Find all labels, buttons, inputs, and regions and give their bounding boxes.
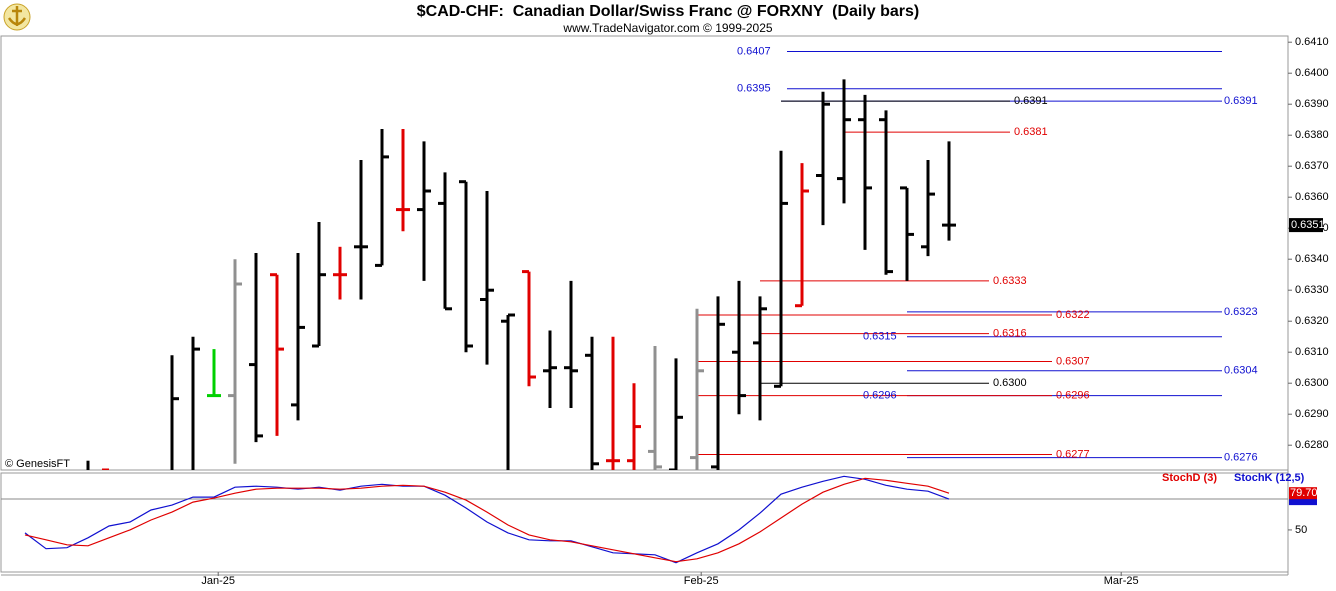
y-tick-label: 50 [1295, 524, 1307, 536]
x-tick-label: Jan-25 [201, 575, 235, 587]
y-tick-label: 0.6330 [1295, 284, 1329, 296]
level-label: 0.6300 [993, 377, 1027, 389]
legend-entry: StochK (12,5) [1234, 472, 1305, 484]
level-label: 0.6381 [1014, 126, 1048, 138]
level-label: 0.6316 [993, 328, 1027, 340]
y-tick-label: 0.6360 [1295, 191, 1329, 203]
y-tick-label: 0.6380 [1295, 129, 1329, 141]
y-tick-label: 0.6320 [1295, 315, 1329, 327]
level-label: 0.6277 [1056, 448, 1090, 460]
last-value-label: 79.70 [1290, 487, 1318, 499]
last-price-box [1289, 218, 1323, 233]
y-tick-label: 0.6370 [1295, 160, 1329, 172]
logo [3, 3, 31, 31]
level-label: 0.6296 [863, 390, 897, 402]
x-tick-label: Mar-25 [1104, 575, 1139, 587]
level-label: 0.6333 [993, 275, 1027, 287]
level-label: 0.6395 [737, 83, 771, 95]
level-label: 0.6407 [737, 45, 771, 57]
y-tick-label: 0.6390 [1295, 98, 1329, 110]
price-plot [86, 51, 1222, 470]
y-tick-label: 0.6410 [1295, 36, 1329, 48]
level-label: 0.6315 [863, 331, 897, 343]
stoch-plot [1, 475, 1288, 564]
watermark: © GenesisFT [5, 458, 70, 470]
chart-title: $CAD-CHF: Canadian Dollar/Swiss Franc @ … [417, 3, 920, 20]
last-value-box [1289, 487, 1317, 500]
level-label: 0.6391 [1014, 95, 1048, 107]
y-tick-label: 0.6280 [1295, 439, 1329, 451]
chart-subtitle: www.TradeNavigator.com © 1999-2025 [562, 21, 772, 35]
stoch-line [24, 475, 950, 564]
level-label: 0.6296 [1056, 390, 1090, 402]
level-label: 0.6276 [1224, 452, 1258, 464]
stoch-line [24, 477, 950, 563]
level-label: 0.6307 [1056, 355, 1090, 367]
y-tick-label: 0.6290 [1295, 408, 1329, 420]
y-tick-label: 0.6340 [1295, 253, 1329, 265]
axes: 0.6280 0.6290 0.6300 0.6310 0.6320 0.6330 0.63… [201, 36, 1328, 587]
level-label: 0.6322 [1056, 309, 1090, 321]
y-tick-label: 0.6300 [1295, 377, 1329, 389]
y-tick-label: 0.6310 [1295, 346, 1329, 358]
y-tick-label: 0.6400 [1295, 67, 1329, 79]
x-tick-label: Feb-25 [684, 575, 719, 587]
level-label: 0.6323 [1224, 306, 1258, 318]
level-label: 0.6391 [1224, 95, 1258, 107]
level-label: 0.6304 [1224, 365, 1258, 377]
legend-entry: StochD (3) [1162, 472, 1217, 484]
last-price-label: 0.6351 [1291, 219, 1325, 231]
